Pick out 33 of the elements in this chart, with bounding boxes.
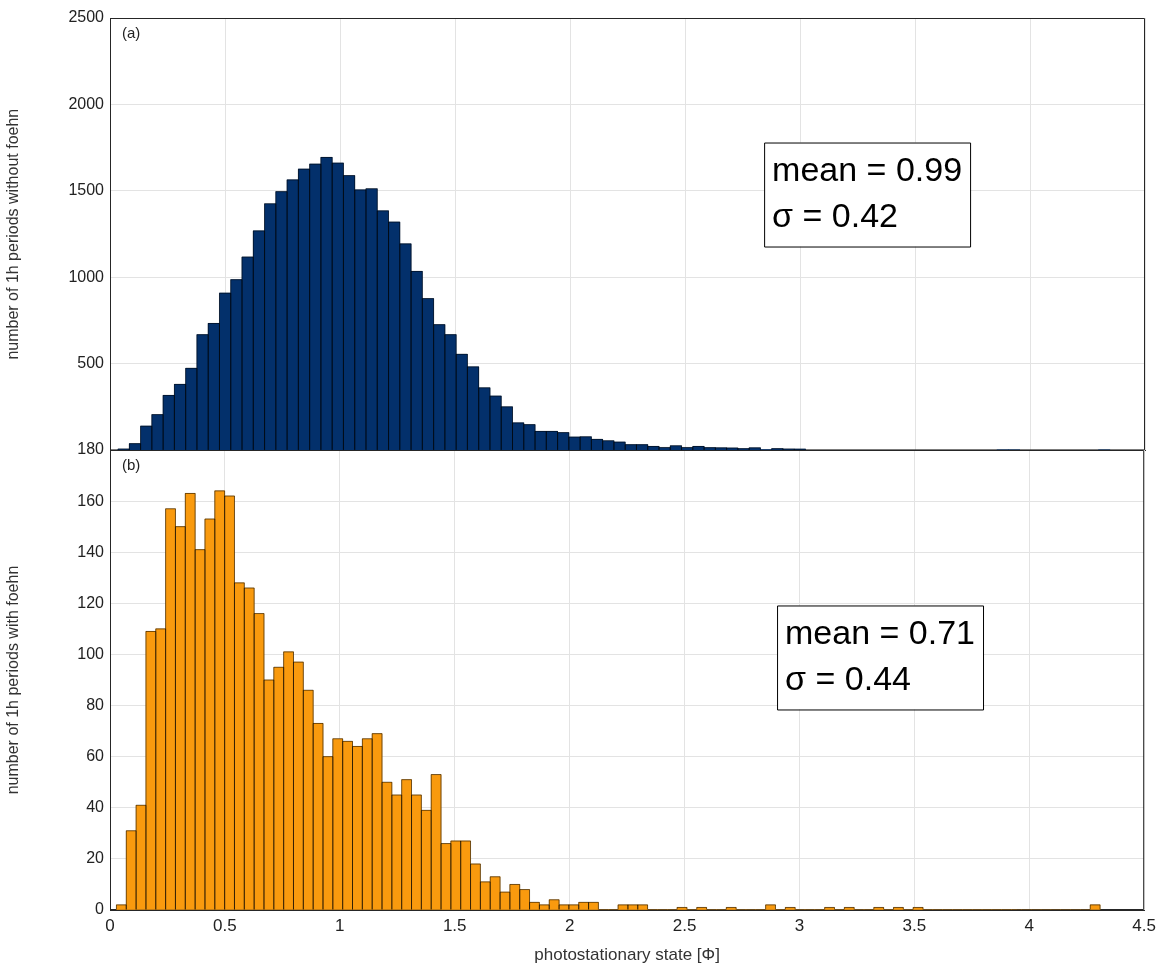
x-tick-label: 2 bbox=[564, 915, 575, 935]
y-axis-title: number of 1h periods without foehn bbox=[4, 108, 22, 360]
x-tick-label: 1.5 bbox=[442, 915, 467, 935]
x-tick-label: 4.5 bbox=[1132, 915, 1156, 935]
x-tick-label: 4 bbox=[1024, 915, 1035, 935]
y-tick-label: 2500 bbox=[68, 8, 105, 26]
x-tick-label: 3.5 bbox=[902, 915, 927, 935]
y-tick-label: 40 bbox=[86, 798, 105, 816]
y-tick-label: 1500 bbox=[68, 181, 105, 199]
y-tick-label: 160 bbox=[77, 491, 105, 509]
y-tick-label: 1000 bbox=[68, 267, 105, 285]
x-tick-label: 0.5 bbox=[213, 915, 237, 935]
x-axis-title: photostationary state [Φ] bbox=[534, 945, 720, 965]
y-tick-label: 500 bbox=[77, 354, 105, 372]
annotation: σ = 0.42 bbox=[772, 195, 899, 234]
x-tick-label: 2.5 bbox=[672, 915, 697, 935]
y-tick-label: 100 bbox=[77, 644, 105, 662]
y-tick-label: 140 bbox=[77, 542, 105, 560]
annotation: mean = 0.99 bbox=[772, 149, 963, 188]
annotation: (a) bbox=[122, 23, 141, 41]
y-tick-label: 2000 bbox=[68, 94, 105, 112]
annotation: mean = 0.71 bbox=[785, 612, 976, 651]
y-axis-title: number of 1h periods with foehn bbox=[4, 565, 22, 795]
y-tick-label: 20 bbox=[86, 849, 105, 867]
x-tick-label: 3 bbox=[794, 915, 805, 935]
y-tick-label: 120 bbox=[77, 593, 105, 611]
y-tick-label: 180 bbox=[77, 440, 105, 458]
y-tick-label: 80 bbox=[86, 695, 105, 713]
y-tick-label: 0 bbox=[95, 900, 105, 918]
annotation: (b) bbox=[122, 455, 141, 473]
annotation: σ = 0.44 bbox=[785, 658, 911, 697]
y-tick-label: 60 bbox=[86, 747, 105, 765]
x-tick-label: 1 bbox=[335, 915, 345, 935]
